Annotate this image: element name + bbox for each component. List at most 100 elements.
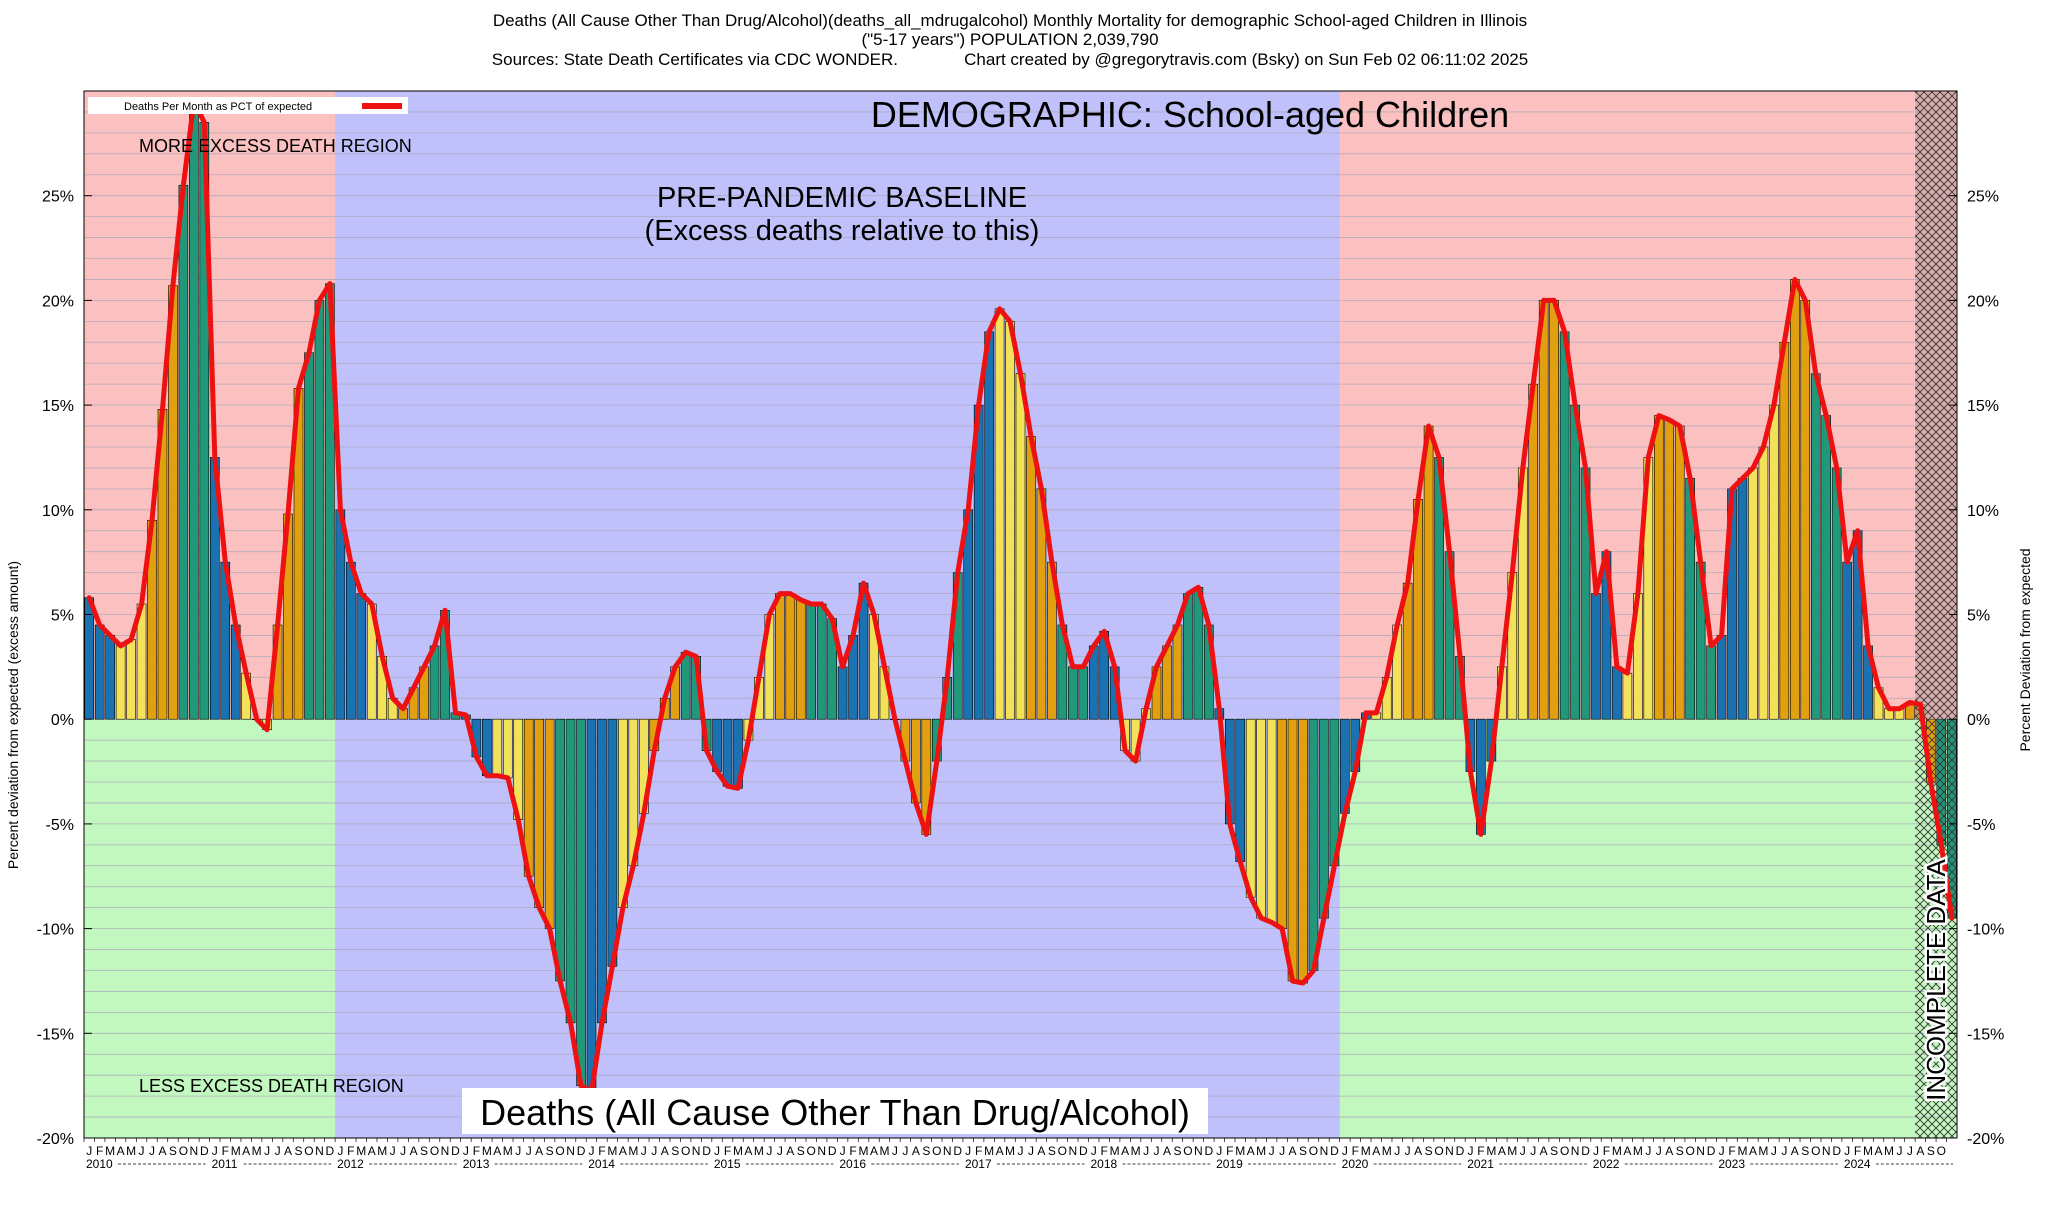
x-month-label: J xyxy=(840,1144,846,1158)
bar xyxy=(1706,645,1716,720)
x-year-label: 2021 xyxy=(1467,1157,1494,1171)
x-month-label: F xyxy=(347,1144,354,1158)
y-tick-label-right: 10% xyxy=(1967,503,1999,520)
x-month-label: J xyxy=(641,1144,647,1158)
x-month-label: D xyxy=(326,1144,335,1158)
x-month-label: D xyxy=(1832,1144,1841,1158)
bar xyxy=(984,331,994,720)
bar xyxy=(1538,300,1549,720)
x-month-label: D xyxy=(1456,1144,1465,1158)
x-month-label: M xyxy=(607,1144,617,1158)
bar xyxy=(1256,718,1266,919)
x-month-label: A xyxy=(1665,1144,1673,1158)
y-tick-label-right: 20% xyxy=(1967,293,1999,310)
x-month-label: J xyxy=(1091,1144,1097,1158)
x-month-label: A xyxy=(284,1144,292,1158)
bar xyxy=(555,718,565,982)
chart-header-line-1: Deaths (All Cause Other Than Drug/Alcoho… xyxy=(493,11,1527,30)
x-month-label: J xyxy=(1593,1144,1599,1158)
bar xyxy=(105,635,115,720)
x-month-label: A xyxy=(1749,1144,1757,1158)
x-month-label: D xyxy=(953,1144,962,1158)
incomplete-data-label: INCOMPLETE DATA xyxy=(1921,858,1951,1100)
x-month-label: F xyxy=(1477,1144,1484,1158)
x-month-label: A xyxy=(242,1144,250,1158)
x-month-label: F xyxy=(1854,1144,1861,1158)
bar xyxy=(178,184,189,720)
x-month-label: A xyxy=(410,1144,418,1158)
x-month-label: S xyxy=(797,1144,805,1158)
x-month-label: A xyxy=(1289,1144,1297,1158)
y-tick-label-left: -15% xyxy=(37,1026,74,1043)
x-month-label: J xyxy=(588,1144,594,1158)
x-month-label: M xyxy=(252,1144,262,1158)
bar xyxy=(1821,415,1832,720)
bar xyxy=(1287,718,1298,982)
x-month-label: S xyxy=(169,1144,177,1158)
y-tick-label-left: 5% xyxy=(51,608,74,625)
x-month-label: J xyxy=(1018,1144,1024,1158)
bar xyxy=(335,509,346,720)
x-month-label: S xyxy=(1048,1144,1056,1158)
x-month-label: N xyxy=(1194,1144,1203,1158)
x-year-label: 2024 xyxy=(1844,1157,1871,1171)
bar xyxy=(1758,446,1769,720)
x-month-label: J xyxy=(1771,1144,1777,1158)
bar xyxy=(126,639,136,720)
x-month-label: M xyxy=(1737,1144,1747,1158)
x-month-label: J xyxy=(714,1144,720,1158)
x-month-label: J xyxy=(1530,1144,1536,1158)
x-month-label: J xyxy=(965,1144,971,1158)
x-month-label: A xyxy=(493,1144,501,1158)
x-month-label: M xyxy=(1235,1144,1245,1158)
x-month-label: N xyxy=(817,1144,826,1158)
x-month-label: J xyxy=(1656,1144,1662,1158)
bar xyxy=(1235,718,1246,862)
x-month-label: F xyxy=(473,1144,480,1158)
bar xyxy=(722,718,733,787)
x-month-label: D xyxy=(1330,1144,1339,1158)
x-month-label: M xyxy=(733,1144,743,1158)
bar xyxy=(1068,666,1078,720)
x-month-label: N xyxy=(1696,1144,1705,1158)
deviation-line xyxy=(86,99,1955,1095)
chart-header-line-2: ("5-17 years") POPULATION 2,039,790 xyxy=(861,30,1158,49)
bar xyxy=(346,561,356,720)
bar xyxy=(356,593,367,720)
x-year-label: 2022 xyxy=(1593,1157,1620,1171)
x-month-label: A xyxy=(1163,1144,1171,1158)
x-month-label: A xyxy=(1791,1144,1799,1158)
x-month-label: A xyxy=(1875,1144,1883,1158)
x-month-label: F xyxy=(1226,1144,1233,1158)
x-month-label: O xyxy=(555,1144,564,1158)
x-month-label: O xyxy=(1309,1144,1318,1158)
x-month-label: F xyxy=(1728,1144,1735,1158)
bar xyxy=(502,718,513,779)
x-month-label: O xyxy=(681,1144,690,1158)
x-month-label: S xyxy=(1927,1144,1935,1158)
x-month-label: A xyxy=(661,1144,669,1158)
x-year-label: 2018 xyxy=(1091,1157,1118,1171)
x-month-label: M xyxy=(1005,1144,1015,1158)
x-month-label: N xyxy=(190,1144,199,1158)
x-month-label: M xyxy=(126,1144,136,1158)
x-month-label: M xyxy=(1633,1144,1643,1158)
bar xyxy=(314,300,325,720)
x-month-label: S xyxy=(1173,1144,1181,1158)
x-month-label: S xyxy=(1299,1144,1307,1158)
bar xyxy=(1612,666,1622,720)
bar xyxy=(1570,404,1580,720)
baseline-region-label: PRE-PANDEMIC BASELINE xyxy=(657,182,1027,214)
x-month-label: J xyxy=(1394,1144,1400,1158)
x-year-label: 2015 xyxy=(714,1157,741,1171)
x-month-label: F xyxy=(1603,1144,1610,1158)
x-month-label: D xyxy=(577,1144,586,1158)
bar xyxy=(1277,718,1287,929)
y-tick-label-left: 25% xyxy=(42,189,74,206)
x-month-label: M xyxy=(984,1144,994,1158)
x-month-label: M xyxy=(1758,1144,1768,1158)
x-month-label: A xyxy=(996,1144,1004,1158)
x-month-label: D xyxy=(1079,1144,1088,1158)
y-tick-label-right: -10% xyxy=(1967,922,2004,939)
x-month-label: D xyxy=(702,1144,711,1158)
